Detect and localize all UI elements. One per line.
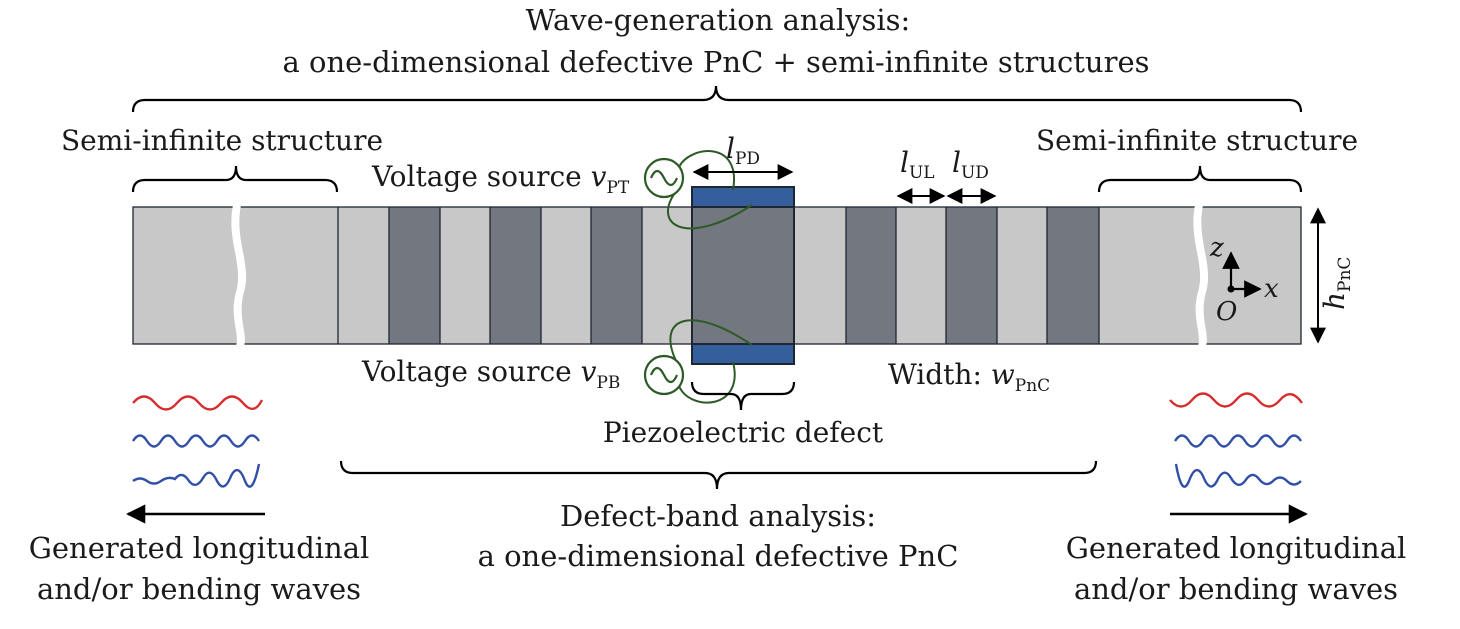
bottom-circuit bbox=[669, 319, 753, 404]
unit-dark bbox=[946, 207, 997, 344]
wave-blue-damped-right bbox=[1174, 463, 1302, 488]
unit-dark bbox=[1047, 207, 1099, 344]
bottom-title-line1: Defect-band analysis: bbox=[560, 499, 876, 533]
ac-source-icon bbox=[643, 354, 685, 396]
defect-brace bbox=[690, 381, 796, 411]
l-ud-label: lUD bbox=[952, 146, 989, 183]
wave-blue-damped-left bbox=[132, 463, 261, 488]
wave-blue-right bbox=[1173, 434, 1303, 448]
unit-light bbox=[541, 207, 591, 344]
unit-light bbox=[794, 207, 846, 344]
voltage-source-top-label: Voltage source vPT bbox=[371, 160, 630, 198]
unit-dark bbox=[389, 207, 440, 344]
wave-blue-left bbox=[131, 434, 261, 448]
h-pnc-label: hPnC bbox=[1318, 257, 1355, 310]
wave-red-left bbox=[132, 395, 264, 411]
top-title-line1: Wave-generation analysis: bbox=[526, 3, 911, 37]
wave-set-right bbox=[1169, 392, 1303, 488]
break-mark-right bbox=[1193, 205, 1209, 346]
l-pd-label: lPD bbox=[726, 132, 760, 169]
generated-right-line2: and/or bending waves bbox=[1074, 572, 1398, 606]
voltage-source-bottom-label: Voltage source vPB bbox=[361, 355, 620, 393]
semi-left-brace bbox=[131, 165, 339, 193]
axis-x-label: x bbox=[1264, 274, 1279, 304]
top-brace bbox=[131, 85, 1303, 113]
bottom-brace bbox=[339, 460, 1098, 490]
top-title-line2: a one-dimensional defective PnC + semi-i… bbox=[283, 45, 1150, 79]
piezoelectric-defect-label: Piezoelectric defect bbox=[603, 416, 884, 449]
generated-left-line1: Generated longitudinal bbox=[29, 531, 370, 565]
piezo-patch-bottom bbox=[691, 343, 795, 365]
axis-origin-label: O bbox=[1216, 297, 1237, 327]
bottom-title-line2: a one-dimensional defective PnC bbox=[478, 539, 959, 573]
coordinate-axes-icon bbox=[1222, 251, 1262, 298]
semi-right-brace bbox=[1097, 165, 1303, 193]
generated-right-line1: Generated longitudinal bbox=[1066, 531, 1407, 565]
width-label: Width: wPnC bbox=[888, 358, 1050, 396]
unit-light bbox=[997, 207, 1047, 344]
unit-dark bbox=[591, 207, 642, 344]
unit-light bbox=[338, 207, 389, 344]
unit-light bbox=[896, 207, 946, 344]
defect-core bbox=[692, 207, 794, 344]
defect-outline bbox=[691, 186, 795, 365]
wave-red-right bbox=[1169, 392, 1303, 408]
unit-light bbox=[440, 207, 490, 344]
ac-source-icon bbox=[643, 157, 685, 199]
unit-dark bbox=[846, 207, 896, 344]
beam bbox=[132, 205, 1302, 346]
axis-z-label: z bbox=[1209, 233, 1224, 263]
break-mark-left bbox=[231, 205, 247, 346]
piezo-patch-top bbox=[691, 186, 795, 208]
semi-infinite-right-label: Semi-infinite structure bbox=[1036, 124, 1358, 157]
semi-infinite-left-label: Semi-infinite structure bbox=[61, 124, 383, 157]
unit-dark bbox=[490, 207, 541, 344]
generated-left-line2: and/or bending waves bbox=[37, 572, 361, 606]
l-ul-label: lUL bbox=[900, 146, 935, 183]
wave-set-left bbox=[131, 395, 264, 488]
